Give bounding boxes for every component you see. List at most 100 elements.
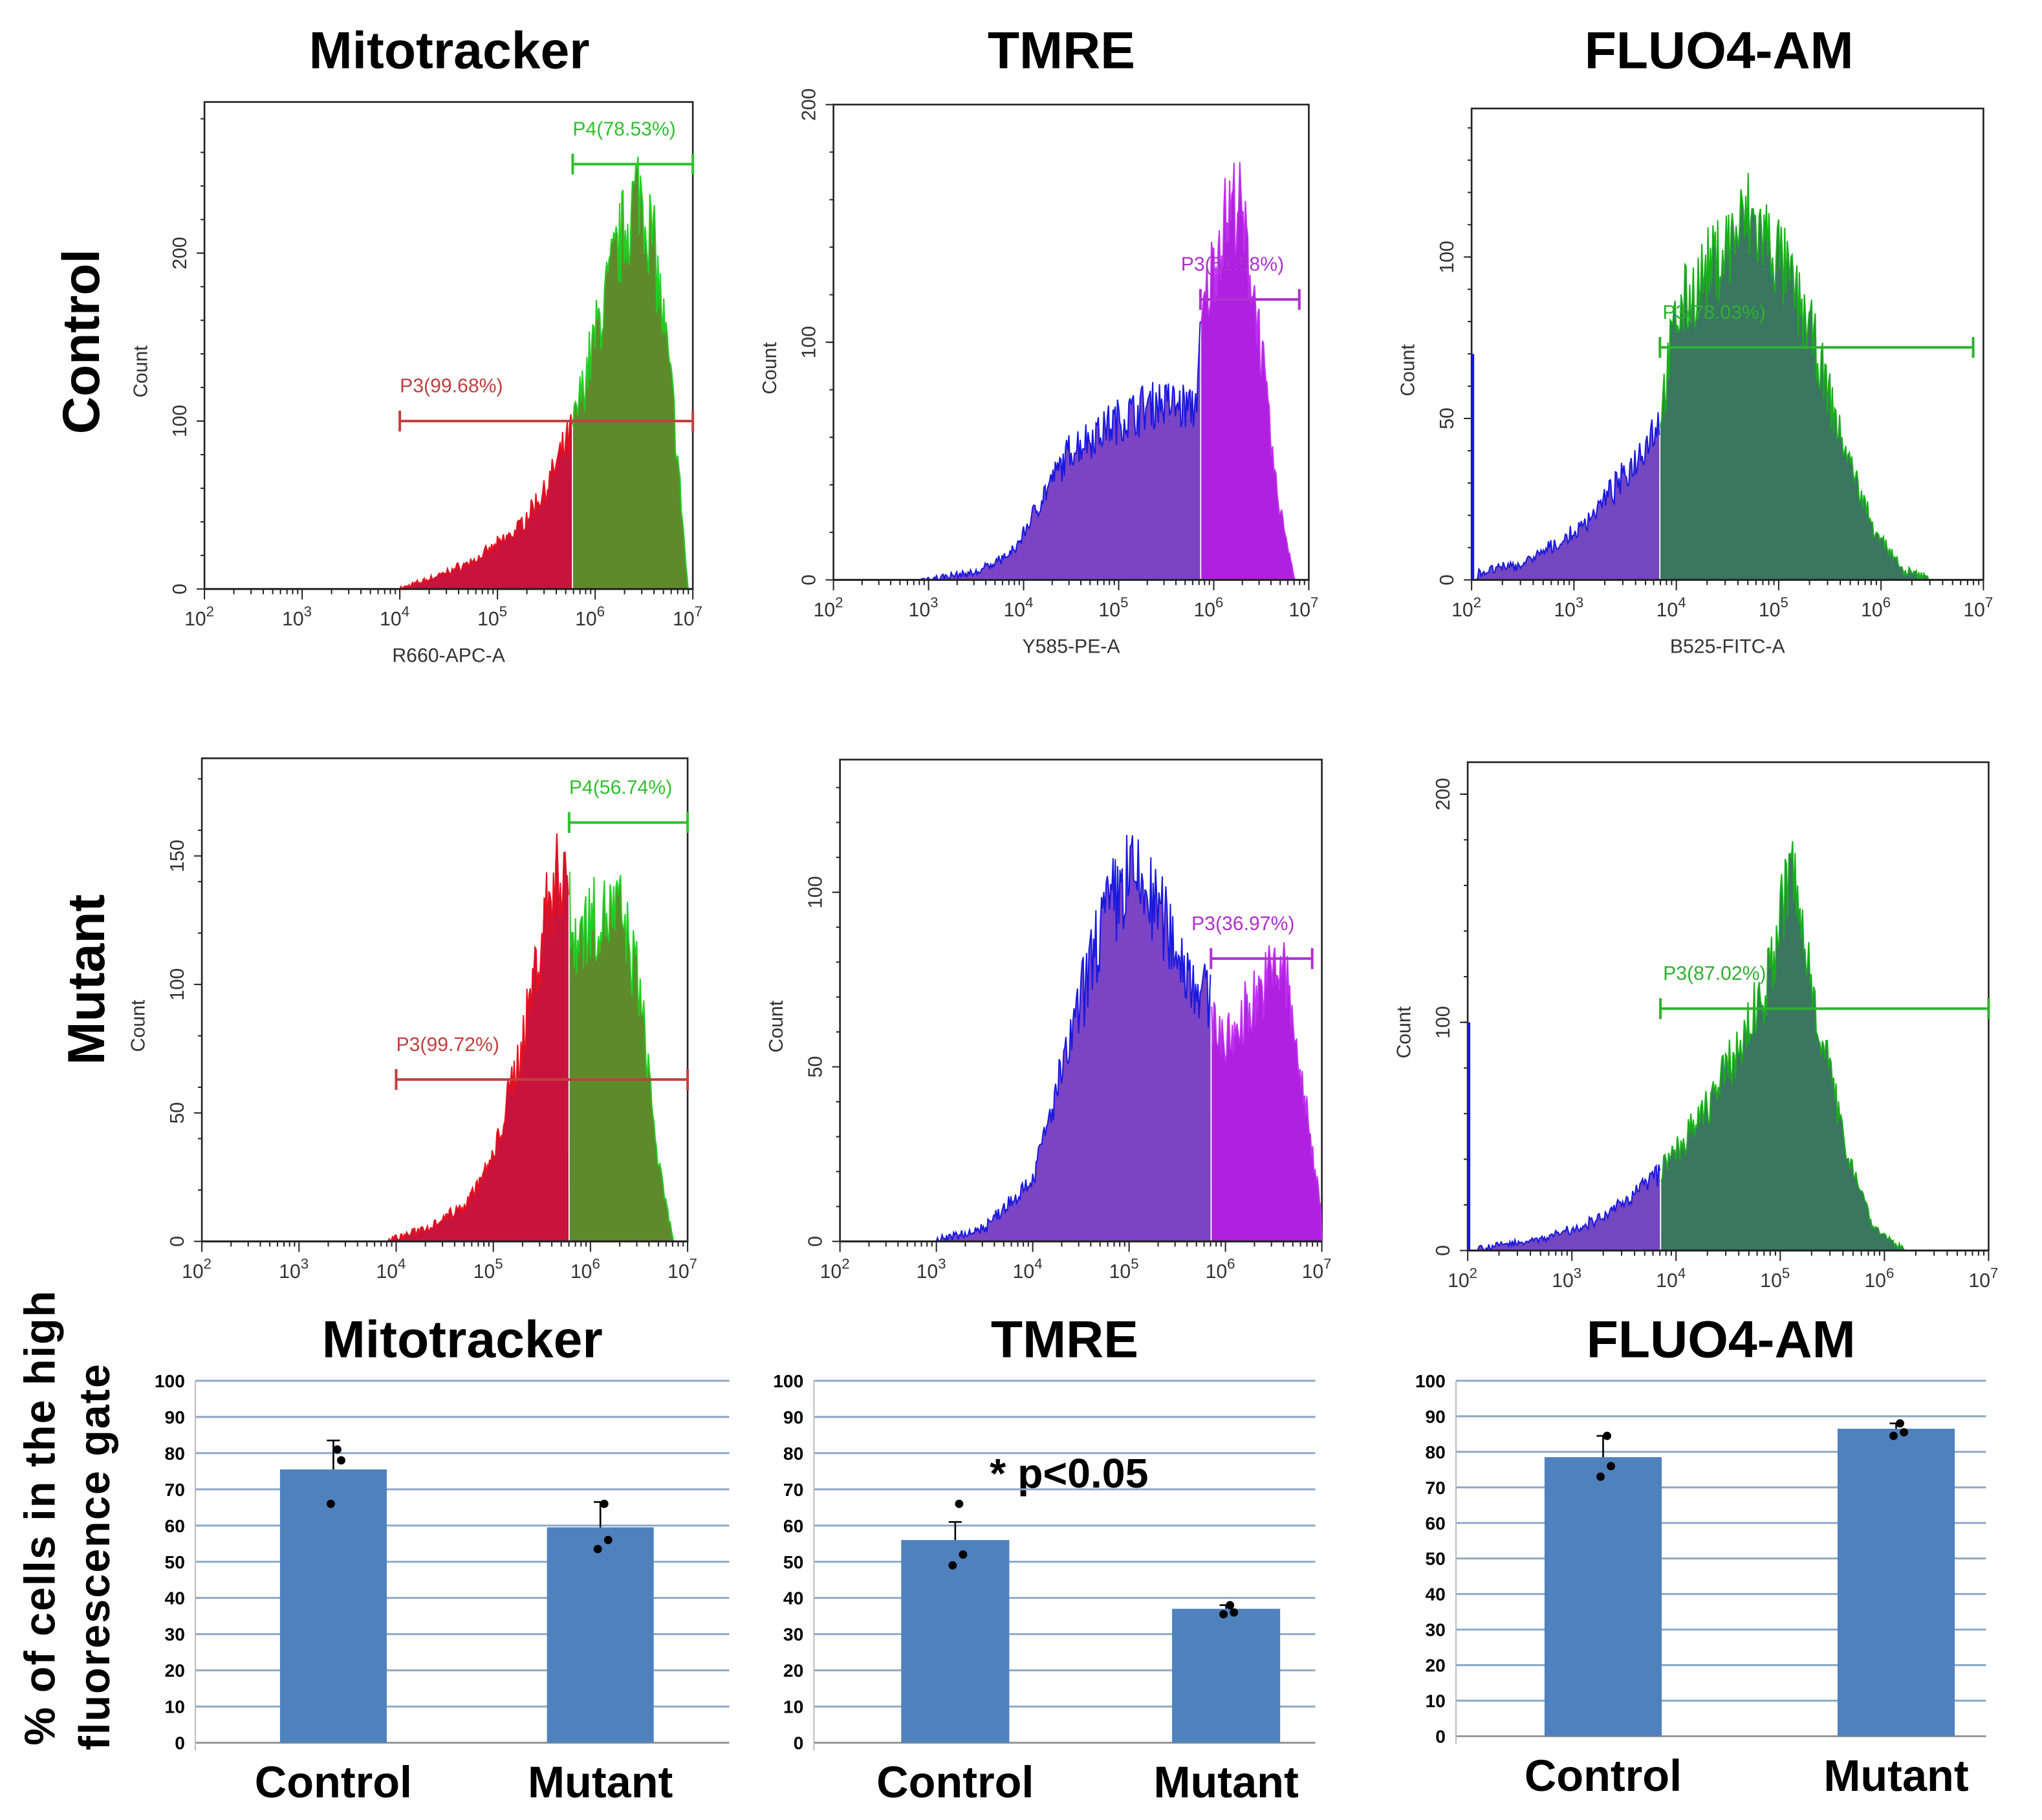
y-tick-label: 50 bbox=[805, 1056, 826, 1078]
y-tick-label: 30 bbox=[1426, 1620, 1446, 1640]
gate-label: P4(78.53%) bbox=[572, 118, 675, 140]
bar-chart-title: FLUO4-AM bbox=[1587, 1311, 1856, 1369]
x-tick-label: 105 bbox=[1099, 594, 1129, 621]
data-point bbox=[959, 1550, 968, 1559]
bar-chart-fluo-bar: FLUO4-AM 0 10 20 30 40 50 60 70 80 90 100 Control Mut… bbox=[1415, 1311, 1986, 1801]
gate-p4[interactable]: P4(56.74%) bbox=[567, 777, 690, 833]
y-tick-label: 0 bbox=[1433, 1245, 1454, 1256]
category-label-mutant: Mutant bbox=[1153, 1757, 1298, 1807]
y-tick-label: 100 bbox=[1433, 1006, 1454, 1039]
y-tick-label: 50 bbox=[1437, 407, 1458, 429]
histogram-fill-low bbox=[1472, 412, 1660, 580]
bar-chart-title: TMRE bbox=[991, 1311, 1138, 1369]
gate-p3[interactable]: P3(78.03%) bbox=[1658, 302, 1975, 358]
y-tick-label: 0 bbox=[1437, 574, 1458, 585]
histogram-outline-low bbox=[1472, 412, 1660, 581]
data-point bbox=[1889, 1431, 1898, 1440]
y-tick-label: 0 bbox=[175, 1733, 185, 1753]
y-tick-label: 90 bbox=[783, 1407, 803, 1427]
bar-ylabel-line2: fluorescence gate bbox=[71, 1363, 119, 1750]
histogram-outline-high bbox=[569, 871, 688, 1242]
x-axis-label: R660-APC-A bbox=[392, 645, 505, 666]
x-tick-label: 107 bbox=[1968, 1265, 1998, 1292]
y-tick-label: 40 bbox=[783, 1588, 803, 1609]
gate-p3[interactable]: P3(51.58%) bbox=[1181, 254, 1301, 310]
bar-control bbox=[1544, 1457, 1662, 1737]
category-label-control: Control bbox=[255, 1757, 412, 1807]
x-tick-label: 107 bbox=[1963, 594, 1993, 621]
x-tick-label: 103 bbox=[279, 1256, 309, 1283]
data-point bbox=[1607, 1462, 1616, 1471]
x-tick-label: 104 bbox=[1656, 594, 1686, 621]
x-tick-label: 106 bbox=[1193, 594, 1223, 621]
x-tick-label: 105 bbox=[1109, 1256, 1139, 1283]
category-label-control: Control bbox=[876, 1757, 1034, 1807]
y-tick-label: 80 bbox=[1426, 1442, 1446, 1462]
histogram-tmre-mutant: 102 103 104 105 106 107 0 50 100 Count P3(36.97%) bbox=[766, 759, 1331, 1283]
histogram-fill-low bbox=[204, 414, 572, 589]
y-tick-label: 90 bbox=[1426, 1406, 1446, 1427]
y-tick-label: 60 bbox=[1426, 1513, 1446, 1533]
y-tick-label: 50 bbox=[783, 1552, 803, 1572]
row-label-mutant: Mutant bbox=[58, 894, 116, 1065]
y-tick-label: 100 bbox=[1415, 1370, 1446, 1391]
y-tick-label: 10 bbox=[1426, 1691, 1446, 1711]
gate-p3[interactable]: P3(36.97%) bbox=[1191, 913, 1314, 970]
y-tick-label: 50 bbox=[167, 1102, 188, 1124]
y-tick-label: 150 bbox=[167, 840, 188, 872]
histogram-fill-high bbox=[1661, 841, 1989, 1251]
y-tick-label: 200 bbox=[798, 89, 820, 121]
gate-label: P3(78.03%) bbox=[1662, 302, 1765, 323]
x-tick-label: 104 bbox=[376, 1256, 406, 1283]
y-tick-label: 70 bbox=[165, 1479, 185, 1500]
x-tick-label: 105 bbox=[473, 1256, 503, 1283]
x-tick-label: 102 bbox=[814, 594, 843, 621]
y-tick-label: 70 bbox=[783, 1479, 803, 1500]
row-label-control: Control bbox=[52, 249, 111, 434]
gate-p4[interactable]: P4(78.53%) bbox=[571, 118, 695, 175]
x-tick-label: 107 bbox=[1288, 594, 1318, 621]
y-tick-label: 70 bbox=[1426, 1477, 1446, 1498]
category-label-mutant: Mutant bbox=[528, 1757, 673, 1807]
histogram-outline-low bbox=[1468, 1164, 1661, 1252]
x-tick-label: 107 bbox=[673, 603, 702, 630]
x-tick-label: 102 bbox=[1451, 594, 1481, 621]
y-tick-label: 10 bbox=[783, 1696, 803, 1717]
y-tick-label: 100 bbox=[805, 876, 826, 908]
gate-label: P3(51.58%) bbox=[1181, 254, 1284, 276]
data-point bbox=[1596, 1472, 1605, 1481]
data-point bbox=[337, 1456, 345, 1465]
x-tick-label: 103 bbox=[917, 1256, 946, 1283]
data-point bbox=[1226, 1601, 1235, 1610]
y-tick-label: 50 bbox=[165, 1552, 185, 1572]
x-tick-label: 104 bbox=[1004, 594, 1034, 621]
gate-p3[interactable]: P3(87.02%) bbox=[1659, 963, 1990, 1019]
histogram-fill-low bbox=[1468, 1164, 1660, 1251]
y-axis-label: Count bbox=[127, 999, 149, 1052]
x-tick-label: 102 bbox=[820, 1256, 850, 1283]
y-tick-label: 100 bbox=[155, 1370, 185, 1391]
bar-chart-tmre-bar: TMRE 0 10 20 30 40 50 60 70 80 90 100 Control Mutant bbox=[773, 1311, 1316, 1807]
histogram-outline-high bbox=[1211, 942, 1323, 1242]
data-point bbox=[333, 1445, 342, 1454]
histogram-fill-high bbox=[1201, 162, 1309, 580]
x-tick-label: 105 bbox=[1759, 594, 1788, 621]
gate-label: P3(87.02%) bbox=[1663, 963, 1766, 984]
gate-p3[interactable]: P3(99.72%) bbox=[395, 1034, 690, 1090]
gate-p3[interactable]: P3(99.68%) bbox=[398, 376, 695, 432]
x-tick-label: 104 bbox=[380, 603, 409, 630]
x-tick-label: 107 bbox=[668, 1256, 697, 1283]
x-tick-label: 105 bbox=[1760, 1265, 1790, 1292]
data-point bbox=[603, 1535, 613, 1544]
y-tick-label: 100 bbox=[169, 405, 191, 437]
y-tick-label: 100 bbox=[773, 1370, 803, 1391]
column-title-tmre: TMRE bbox=[988, 21, 1135, 80]
data-point bbox=[1219, 1610, 1228, 1619]
x-tick-label: 106 bbox=[1861, 594, 1891, 621]
data-point bbox=[1603, 1431, 1611, 1440]
data-point bbox=[1900, 1428, 1909, 1436]
y-tick-label: 80 bbox=[165, 1443, 185, 1464]
histogram-mito-mutant: 102 103 104 105 106 107 0 50 100 150 Count P3(99.72… bbox=[127, 757, 697, 1283]
y-tick-label: 30 bbox=[165, 1624, 185, 1645]
